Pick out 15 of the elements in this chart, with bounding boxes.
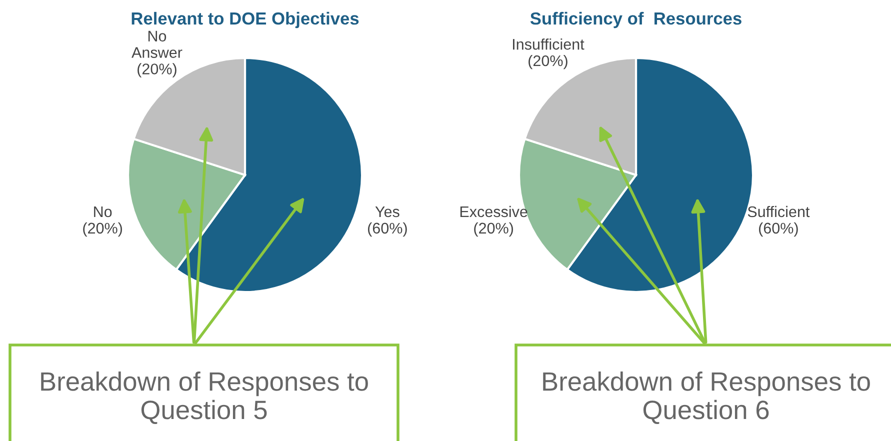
- data-label: (60%): [368, 222, 407, 237]
- text: Breakdown of Responses to Question 5: [41, 371, 368, 424]
- data-label: (20%): [138, 63, 176, 78]
- slice-label: Yes: [375, 206, 400, 218]
- data-label: (20%): [474, 222, 513, 237]
- text: Breakdown of Responses to Question 6: [543, 371, 870, 424]
- slice-label: No Answer: [132, 30, 182, 58]
- slice-label: Insufficient: [513, 38, 584, 50]
- data-label: (20%): [83, 222, 122, 237]
- data-label: (60%): [759, 222, 798, 237]
- data-label: (20%): [528, 54, 568, 70]
- slice-label: Sufficient: [748, 206, 810, 218]
- slice-label: No: [94, 206, 112, 218]
- chart-title: Relevant to DOE Objectives: [132, 12, 359, 28]
- chart-title: Sufficiency of Resources: [530, 12, 742, 28]
